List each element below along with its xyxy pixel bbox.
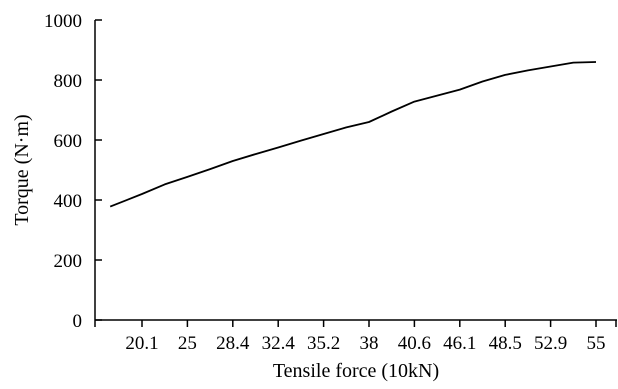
y-tick-label: 800: [54, 71, 83, 92]
x-tick-label: 32.4: [262, 333, 296, 354]
x-ticks: 20.1 25 28.4 32.4 35.2 38 40.6 46.1 48.5 52.9 55: [94, 320, 617, 354]
y-tick-label: 1000: [44, 11, 82, 32]
y-axis-label: Torque (N·m): [11, 114, 33, 225]
x-tick-label: 28.4: [216, 333, 250, 354]
y-tick-label: 200: [54, 251, 83, 272]
x-tick-label: 38: [360, 333, 379, 354]
axes: [94, 20, 617, 321]
x-tick-label: 25: [178, 333, 197, 354]
x-tick-label: 20.1: [125, 333, 158, 354]
x-tick-label: 46.1: [443, 333, 476, 354]
x-tick-label: 40.6: [398, 333, 431, 354]
series-group: [109, 61, 597, 208]
x-axis-label: Tensile force (10kN): [273, 360, 439, 382]
x-tick-label: 52.9: [534, 333, 567, 354]
x-tick-label: 48.5: [489, 333, 522, 354]
y-tick-label: 0: [73, 311, 83, 332]
y-tick-label: 400: [54, 191, 83, 212]
x-tick-label: 35.2: [307, 333, 340, 354]
y-ticks: 0 200 400 600 800 1000: [44, 11, 102, 332]
series-line: [109, 61, 597, 208]
y-tick-label: 600: [54, 131, 83, 152]
x-tick-label: 55: [587, 333, 606, 354]
